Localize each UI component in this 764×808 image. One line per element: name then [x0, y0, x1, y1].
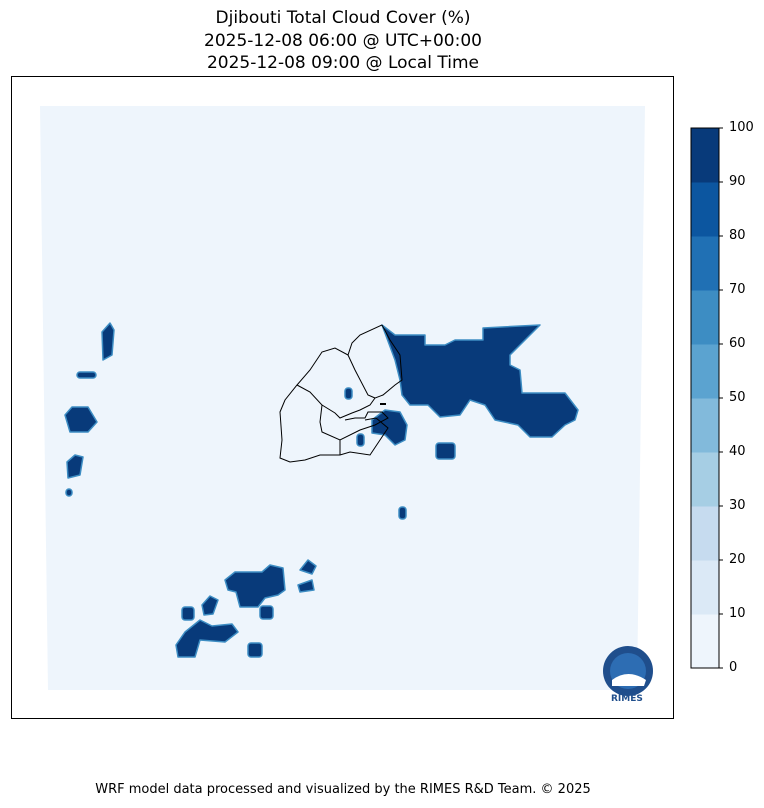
- cloud-small: [398, 506, 407, 520]
- cloud-sw: [181, 606, 195, 621]
- map-frame: [11, 76, 674, 719]
- cloud-sw: [259, 605, 274, 620]
- colorbar-band: [691, 560, 719, 615]
- rimes-logo: [603, 646, 653, 696]
- cloud-small: [344, 387, 353, 400]
- cloud-west: [64, 406, 98, 433]
- cloud-small: [356, 433, 365, 447]
- cloud-sw: [297, 579, 315, 593]
- colorbar-tick-label: 70: [729, 282, 746, 297]
- colorbar-band: [691, 182, 719, 237]
- cloud-sw: [247, 642, 263, 658]
- colorbar-tick-label: 100: [729, 120, 754, 135]
- cloud-west: [76, 371, 97, 379]
- colorbar-band: [691, 614, 719, 669]
- colorbar-band: [691, 128, 719, 183]
- cloud-ne: [381, 324, 579, 438]
- colorbar-band: [691, 344, 719, 399]
- colorbar-tick-label: 50: [729, 390, 746, 405]
- colorbar-tick-label: 80: [729, 228, 746, 243]
- cloud-sw: [224, 564, 286, 608]
- cloud-sw: [299, 559, 317, 575]
- colorbar: [690, 127, 723, 669]
- cloud-sw: [175, 619, 239, 658]
- colorbar-tick-label: 40: [729, 444, 746, 459]
- region-border: [347, 354, 376, 399]
- colorbar-band: [691, 290, 719, 345]
- colorbar-tick-label: 60: [729, 336, 746, 351]
- cloud-small: [435, 442, 456, 460]
- cloud-gulf: [371, 409, 408, 446]
- colorbar-band: [691, 452, 719, 507]
- region-border: [296, 384, 389, 441]
- djibouti-borders: [279, 324, 403, 463]
- colorbar-tick-label: 10: [729, 606, 746, 621]
- cloud-west: [66, 454, 84, 479]
- chart-subtitle-utc: 2025-12-08 06:00 @ UTC+00:00: [204, 31, 482, 51]
- colorbar-tick-label: 0: [729, 660, 738, 675]
- cloud-west: [65, 488, 73, 497]
- colorbar-band: [691, 398, 719, 453]
- cloud-west: [101, 322, 115, 361]
- colorbar-tick-label: 90: [729, 174, 746, 189]
- colorbar-tick-label: 20: [729, 552, 746, 567]
- colorbar-band: [691, 506, 719, 561]
- country-border: [279, 324, 389, 463]
- rimes-logo-text: RIMES: [611, 694, 643, 704]
- footer-credit: WRF model data processed and visualized …: [95, 782, 591, 797]
- colorbar-band: [691, 236, 719, 291]
- chart-title: Djibouti Total Cloud Cover (%): [215, 8, 471, 28]
- cloud-sw: [201, 595, 219, 616]
- model-domain: [40, 106, 645, 690]
- chart-subtitle-local: 2025-12-08 09:00 @ Local Time: [206, 53, 480, 73]
- colorbar-tick-label: 30: [729, 498, 746, 513]
